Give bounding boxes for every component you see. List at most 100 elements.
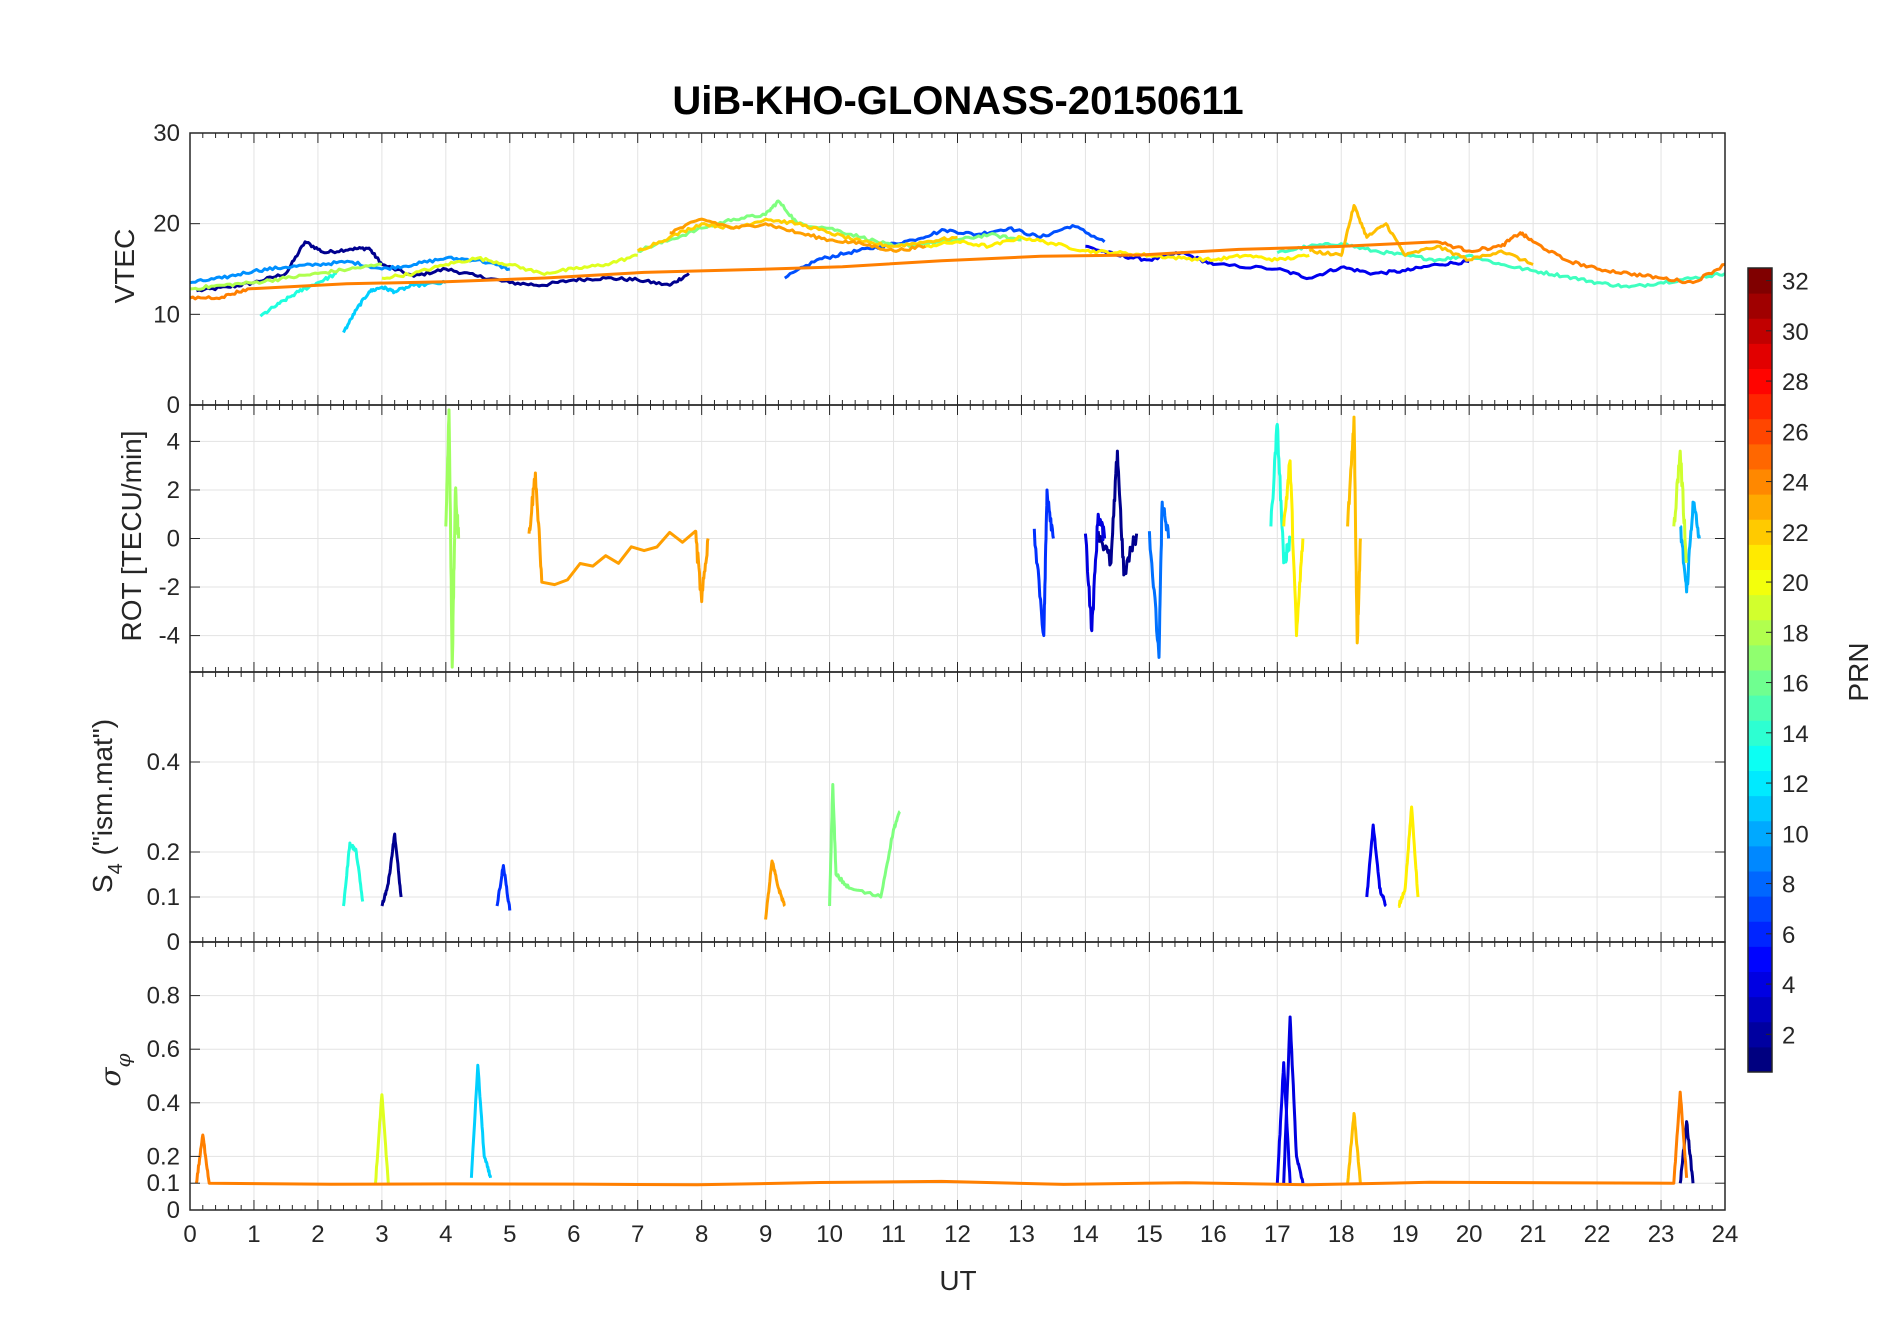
- vtec-series-prn-1: [195, 240, 690, 293]
- sigma-phi-series-prn-19: [374, 1093, 390, 1184]
- colorbar-block-prn-15: [1748, 695, 1772, 721]
- x-tick-label: 18: [1328, 1221, 1355, 1248]
- sigma-phi-y-tick-label: 0.6: [147, 1036, 180, 1063]
- colorbar-tick-label: 22: [1782, 520, 1809, 547]
- vtec-series-prn-17: [190, 262, 383, 291]
- s4-label-rest: ("ism.mat"): [87, 719, 118, 863]
- sigma-label-sub: φ: [111, 1053, 135, 1067]
- s4-y-tick-label: 0.1: [147, 884, 180, 911]
- colorbar-tick-label: 24: [1782, 470, 1809, 497]
- rot-series-prn-3: [1083, 512, 1107, 633]
- rot-series-prn-10: [1679, 500, 1701, 594]
- colorbar-tick-label: 14: [1782, 721, 1809, 748]
- colorbar-block-prn-7: [1748, 896, 1772, 922]
- x-tick-label: 24: [1712, 1221, 1739, 1248]
- x-tick-label: 4: [439, 1221, 452, 1248]
- sigma-phi-y-tick-label: 0.1: [147, 1170, 180, 1197]
- vtec-y-tick-label: 0: [167, 392, 180, 419]
- x-tick-label: 22: [1584, 1221, 1611, 1248]
- vtec-series-prn-19: [381, 253, 638, 280]
- sigma-phi-grid: [189, 942, 1726, 1211]
- x-tick-label: 1: [247, 1221, 260, 1248]
- rot-y-tick-label: -4: [159, 623, 180, 650]
- rot-series-prn-5: [1032, 488, 1055, 638]
- rot-y-tick-label: 4: [167, 428, 180, 455]
- colorbar-block-prn-27: [1748, 393, 1772, 420]
- colorbar-block-prn-21: [1748, 544, 1772, 570]
- colorbar-tick-label: 6: [1782, 922, 1795, 949]
- colorbar-tick-label: 30: [1782, 319, 1809, 346]
- x-tick-label: 20: [1456, 1221, 1483, 1248]
- colorbar-tick-label: 10: [1782, 821, 1809, 848]
- colorbar-block-prn-11: [1748, 795, 1772, 822]
- colorbar-tick-label: 26: [1782, 419, 1809, 446]
- s4-grid: [189, 672, 1726, 943]
- vtec-y-label: VTEC: [109, 229, 140, 304]
- x-tick-label: 23: [1648, 1221, 1675, 1248]
- vtec-series-prn-12: [259, 271, 338, 318]
- colorbar-block-prn-9: [1748, 845, 1772, 872]
- rot-y-tick-label: 0: [167, 526, 180, 553]
- colorbar-tick-label: 12: [1782, 771, 1809, 798]
- colorbar-block-prn-13: [1748, 745, 1772, 771]
- vtec-y-tick-label: 30: [153, 120, 180, 147]
- rot-series-prn-18: [1672, 449, 1689, 564]
- sigma-phi-series-prn-24: [194, 1090, 1689, 1187]
- x-tick-label: 13: [1008, 1221, 1035, 1248]
- x-tick-label: 10: [816, 1221, 843, 1248]
- rot-y-label: ROT [TECU/min]: [116, 430, 147, 641]
- vtec-series-prn-4: [1085, 244, 1470, 281]
- rot-series-prn-12: [1269, 422, 1292, 565]
- sigma-phi-y-label: σφ: [94, 1053, 135, 1086]
- rot-series-prn-23: [527, 471, 710, 604]
- rot-panel: -4 -2 0 2 4: [159, 404, 1726, 673]
- s4-series: [342, 783, 1420, 920]
- x-tick-label: 5: [503, 1221, 516, 1248]
- x-tick-label: 2: [311, 1221, 324, 1248]
- chart-title: UiB-KHO-GLONASS-20150611: [672, 79, 1243, 123]
- colorbar-tick-label: 18: [1782, 620, 1809, 647]
- x-tick-label: 0: [183, 1221, 196, 1248]
- sigma-phi-y-ticks: 00.10.2 0.4 0.6 0.8: [147, 983, 1725, 1224]
- sigma-label-main: σ: [94, 1067, 127, 1087]
- sigma-phi-y-tick-label: 0: [167, 1197, 180, 1224]
- rot-y-tick-label: 2: [167, 477, 180, 504]
- vtec-series-prn-11: [342, 279, 447, 334]
- rot-series-prn-16: [444, 408, 461, 669]
- sigma-phi-axes: [189, 941, 1726, 1211]
- x-tick-label: 6: [567, 1221, 580, 1248]
- vtec-series: [190, 199, 1725, 334]
- vtec-series-prn-23: [669, 217, 927, 253]
- colorbar-tick-label: 20: [1782, 570, 1809, 597]
- colorbar-block-prn-25: [1748, 443, 1772, 470]
- s4-series-prn-20: [1397, 805, 1420, 908]
- sigma-phi-series-prn-11: [469, 1063, 493, 1179]
- rot-series: [444, 408, 1701, 669]
- vtec-series-prn-8: [190, 255, 511, 285]
- vtec-series-prn-21: [636, 217, 958, 253]
- colorbar-tick-label: 4: [1782, 972, 1795, 999]
- s4-series-prn-1: [380, 832, 403, 907]
- vtec-series-prn-20: [925, 235, 1310, 263]
- colorbar-tick-label: 8: [1782, 872, 1795, 899]
- colorbar-tick-label: 2: [1782, 1022, 1795, 1049]
- vtec-y-tick-label: 20: [153, 211, 180, 238]
- colorbar-block-prn-31: [1748, 293, 1772, 319]
- s4-series-prn-23: [764, 859, 786, 920]
- vtec-grid: [189, 132, 1726, 406]
- s4-label-sub: 4: [105, 863, 127, 874]
- vtec-y-tick-label: 10: [153, 301, 180, 328]
- sigma-phi-y-tick-label: 0.8: [147, 983, 180, 1010]
- colorbar-tick-label: 16: [1782, 671, 1809, 698]
- s4-series-prn-12: [342, 841, 365, 907]
- colorbar-block-prn-17: [1748, 644, 1772, 671]
- s4-series-prn-4: [1365, 823, 1387, 908]
- s4-series-prn-5: [495, 864, 512, 911]
- s4-label-main: S: [87, 874, 118, 893]
- vtec-y-ticks: 0 10 20 30: [153, 120, 1725, 419]
- vtec-series-prn-22: [1308, 204, 1534, 266]
- sigma-phi-y-tick-label: 0.2: [147, 1143, 180, 1170]
- x-tick-label: 9: [759, 1221, 772, 1248]
- x-tick-labels: 0 1 2 3 4 5 6 7 8 9 10 11 12 13 14 15 16 17 18 19 20 21 22 23 24: [183, 1221, 1738, 1248]
